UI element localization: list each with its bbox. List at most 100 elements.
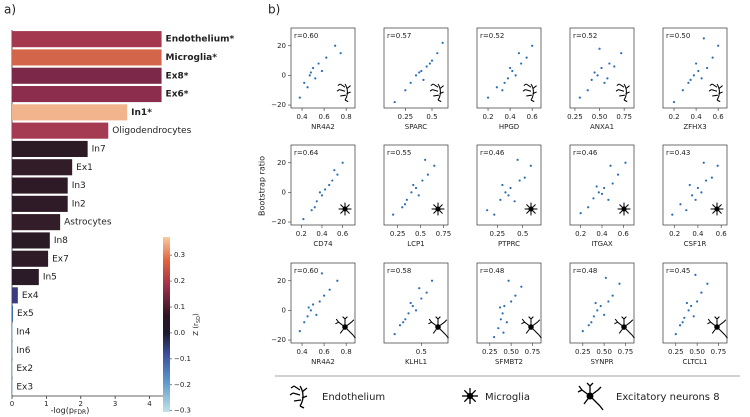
x-axis-label: ITGAX xyxy=(591,240,613,248)
point xyxy=(315,200,318,203)
point xyxy=(409,81,412,84)
x-tick-label: 0.5 xyxy=(517,230,528,238)
bar-label: Astrocytes xyxy=(64,218,112,228)
point xyxy=(590,321,593,324)
point xyxy=(683,316,686,319)
point xyxy=(618,282,621,285)
x-tick-label: 0.50 xyxy=(503,348,519,356)
x-axis-label: NR4A2 xyxy=(311,358,335,366)
colorbar xyxy=(163,237,170,412)
point xyxy=(404,318,407,321)
point xyxy=(616,173,620,176)
x-tick-label: 0.75 xyxy=(436,230,452,238)
point xyxy=(507,194,510,197)
annotation: r=0.43 xyxy=(666,149,690,157)
x-axis-label: ZFHX3 xyxy=(683,123,706,131)
annotation: r=0.48 xyxy=(480,267,504,275)
point xyxy=(441,41,444,44)
bar-label: In4 xyxy=(16,327,30,337)
point xyxy=(503,304,506,308)
point xyxy=(604,276,607,279)
point xyxy=(303,321,306,324)
icon-stroke xyxy=(335,316,356,339)
label-part: -log(p xyxy=(51,406,74,415)
point xyxy=(313,206,316,209)
point xyxy=(587,324,590,327)
y-tick-label: 0 xyxy=(282,188,286,196)
point xyxy=(336,279,339,282)
x-tick-label: 0.50 xyxy=(592,113,608,121)
point xyxy=(424,158,427,161)
point xyxy=(607,300,610,303)
annotation: r=0.52 xyxy=(573,32,597,40)
point xyxy=(594,301,597,305)
point xyxy=(420,297,423,300)
point xyxy=(404,89,407,92)
bar-label: Oligodendrocytes xyxy=(112,126,191,136)
point xyxy=(507,279,510,282)
point xyxy=(603,313,606,316)
panel-frame xyxy=(662,27,728,109)
icon-stroke xyxy=(714,206,720,212)
point xyxy=(402,321,405,324)
x-tick-label: 0.75 xyxy=(618,348,634,356)
x-tick-label: 0.6 xyxy=(618,230,630,238)
point xyxy=(309,71,312,74)
point xyxy=(339,52,342,55)
point xyxy=(609,164,612,167)
x-tick-label: 0.25 xyxy=(668,348,684,356)
icon-stroke xyxy=(428,316,449,339)
cell-icon xyxy=(428,316,449,339)
point xyxy=(685,209,688,212)
x-tick-label: 0.25 xyxy=(390,230,406,238)
point xyxy=(596,74,599,77)
point xyxy=(492,335,496,339)
point xyxy=(336,173,339,176)
cell-icon xyxy=(431,202,445,216)
point xyxy=(430,59,434,62)
x-tick-label: 0.25 xyxy=(482,348,498,356)
point xyxy=(593,71,596,74)
x-tick-label: 0.6 xyxy=(337,230,349,238)
point xyxy=(328,288,331,291)
point xyxy=(514,294,517,297)
x-tick-label: 0.4 xyxy=(692,230,704,238)
point xyxy=(309,309,312,312)
bar-label: Ex7 xyxy=(52,254,69,264)
annotation: r=0.60 xyxy=(294,32,318,40)
bar-label: Microglia* xyxy=(166,53,218,63)
colorbar-tick-label: 0.0 xyxy=(174,329,185,337)
point xyxy=(401,206,404,209)
annotation: r=0.52 xyxy=(480,32,504,40)
bar xyxy=(12,214,61,231)
icon-stroke xyxy=(342,206,348,212)
point xyxy=(696,186,700,190)
x-axis-label: KLHL1 xyxy=(405,358,427,366)
point xyxy=(403,203,407,206)
point xyxy=(306,315,309,318)
point xyxy=(685,301,688,305)
bar-label: Endothelium* xyxy=(166,35,235,45)
point xyxy=(579,212,582,215)
cell-icon xyxy=(524,202,538,216)
point xyxy=(501,183,504,187)
point xyxy=(318,191,322,194)
point xyxy=(607,198,610,201)
colorbar-tick-label: −0.1 xyxy=(174,355,191,363)
point xyxy=(598,47,601,50)
point xyxy=(421,179,424,182)
x-tick-label: 0.2 xyxy=(296,230,307,238)
point xyxy=(611,294,614,297)
point xyxy=(298,96,301,99)
point xyxy=(331,179,334,182)
icon-stroke xyxy=(336,83,351,103)
y-tick-label: 20 xyxy=(277,159,286,167)
bar-label: In8 xyxy=(54,236,68,246)
y-axis-label: Bootstrap ratio xyxy=(258,156,267,216)
point xyxy=(307,306,310,309)
legend-label: Endothelium xyxy=(322,392,385,403)
point xyxy=(298,330,301,333)
point xyxy=(692,315,695,318)
point xyxy=(323,188,327,191)
point xyxy=(425,65,428,68)
